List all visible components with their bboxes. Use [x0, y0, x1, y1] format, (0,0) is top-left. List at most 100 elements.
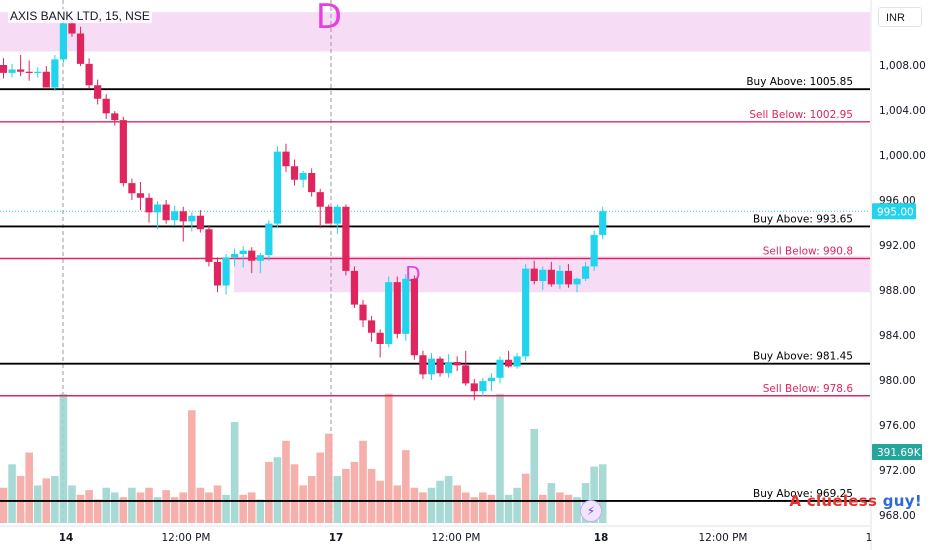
author-watermark: A clueless guy!	[789, 492, 922, 510]
volume-bar	[222, 494, 230, 523]
volume-bar	[410, 487, 419, 523]
watermark-part-2: guy!	[882, 492, 922, 510]
volume-bar	[273, 457, 282, 523]
volume-bar	[213, 485, 222, 523]
time-tick-label: 12:00 PM	[162, 532, 211, 544]
time-tick-label: 17	[329, 532, 344, 544]
candle-body	[25, 71, 33, 73]
time-tick-label: 12:00 PM	[432, 532, 481, 544]
volume-bar	[538, 494, 547, 523]
volume-bar	[0, 487, 8, 523]
candle-body	[410, 278, 418, 356]
candle-body	[222, 257, 230, 286]
price-tick-label: 992.00	[879, 240, 916, 252]
candle-body	[153, 204, 162, 213]
volume-bar	[188, 410, 196, 523]
candle-body	[231, 254, 239, 258]
price-tick-label: 972.00	[879, 465, 916, 477]
candle-body	[402, 278, 410, 334]
price-tick-label: 1,004.00	[879, 105, 926, 117]
volume-bar	[247, 492, 256, 523]
candle-body	[34, 71, 42, 73]
candle-body	[59, 23, 68, 60]
candle-body	[273, 151, 282, 224]
price-tick-label: 988.00	[879, 285, 916, 297]
candle-body	[530, 268, 538, 281]
candle-body	[547, 269, 555, 285]
volume-bar	[564, 494, 573, 523]
candle-body	[599, 211, 607, 235]
volume-bar	[110, 492, 119, 523]
candle-body	[539, 269, 547, 281]
last-price-tag	[872, 203, 916, 220]
candle-body	[325, 206, 333, 224]
volume-bar	[102, 487, 111, 523]
candle-body	[522, 268, 530, 357]
time-tick-label: 18	[594, 532, 609, 544]
volume-bar	[359, 440, 367, 523]
level-label: Sell Below: 990.8	[763, 246, 853, 258]
candle-body	[573, 278, 581, 285]
volume-bar	[453, 485, 461, 523]
candle-body	[308, 173, 316, 193]
candle-body	[513, 356, 521, 367]
volume-bar	[547, 483, 556, 523]
candle-body	[162, 204, 170, 221]
volume-bar	[307, 476, 316, 523]
lightning-logo-icon: ⚡	[580, 500, 602, 522]
candle-body	[479, 381, 487, 392]
volume-bar	[256, 499, 265, 523]
candle-body	[333, 206, 341, 224]
candle-body	[436, 358, 444, 374]
volume-bar	[16, 476, 25, 523]
candle-body	[427, 358, 436, 375]
volume-bar	[461, 492, 470, 523]
volume-bar	[521, 473, 530, 523]
volume-bar	[205, 492, 213, 523]
candle-body	[496, 359, 504, 378]
volume-bar	[68, 485, 76, 523]
candle-body	[367, 320, 376, 333]
volume-bar	[119, 497, 128, 523]
volume-bar	[299, 485, 307, 523]
candle-body	[393, 282, 401, 334]
candle-body	[564, 270, 573, 285]
volume-bar	[470, 497, 479, 523]
price-tick-label: 968.00	[879, 510, 916, 522]
candle-body	[248, 250, 256, 261]
volume-bar	[342, 468, 350, 523]
volume-bar	[367, 468, 376, 523]
volume-tag	[872, 444, 922, 460]
zone-label: D	[316, 0, 342, 37]
volume-bar	[402, 450, 410, 523]
volume-bar	[230, 421, 239, 523]
price-tick-label: 976.00	[879, 420, 916, 432]
volume-bar	[350, 461, 359, 523]
volume-bar	[145, 487, 153, 523]
candle-body	[504, 359, 513, 367]
volume-bar	[25, 452, 33, 523]
time-tick-label: 1	[866, 532, 873, 544]
level-label: Buy Above: 981.45	[753, 351, 853, 363]
volume-bar	[85, 490, 93, 523]
volume-bar	[504, 494, 513, 523]
candle-body	[359, 304, 367, 321]
volume-bar	[333, 476, 342, 523]
volume-bar	[444, 476, 453, 523]
candle-body	[470, 383, 478, 392]
volume-bar	[153, 497, 162, 523]
level-label: Sell Below: 978.6	[763, 383, 854, 395]
candle-body	[85, 63, 93, 86]
volume-bar	[513, 487, 521, 523]
volume-bar	[479, 492, 487, 523]
candle-body	[68, 23, 76, 34]
candle-body	[179, 211, 187, 222]
candle-body	[136, 193, 145, 198]
currency-selector[interactable]: INR	[878, 7, 922, 27]
candle-body	[111, 113, 119, 121]
candle-body	[196, 215, 204, 230]
volume-bar	[282, 440, 290, 523]
volume-bar	[179, 492, 188, 523]
volume-bar	[316, 452, 325, 523]
